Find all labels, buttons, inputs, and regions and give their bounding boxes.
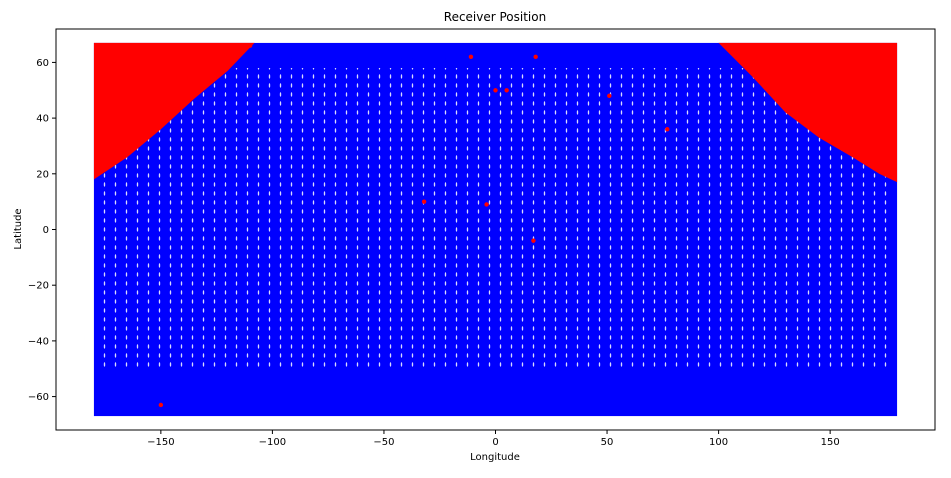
y-tick-label: 40 [36,114,49,125]
red-point [665,127,670,132]
x-tick-label: 150 [821,437,840,448]
series-red-region [718,42,898,183]
y-tick-label: −40 [28,336,49,347]
x-axis-label: Longitude [470,452,520,463]
x-tick-label: −100 [259,437,286,448]
x-tick-label: 100 [709,437,728,448]
y-tick-label: 60 [36,58,49,69]
scatter-series [93,42,898,417]
y-axis-label: Latitude [13,208,24,249]
x-tick-label: −150 [147,437,174,448]
y-tick-label: 20 [36,169,49,180]
red-point [607,93,612,99]
y-tick-label: −60 [28,392,49,403]
red-point [247,43,253,48]
red-point [493,88,498,93]
red-point [531,238,536,243]
chart-title: Receiver Position [444,10,546,24]
series-blue-gaps [99,67,892,369]
red-point [484,202,489,207]
series-red-region [93,42,255,180]
y-tick-label: −20 [28,281,49,292]
x-tick-label: 50 [601,437,614,448]
plot-area [93,42,898,417]
red-point [232,54,237,60]
red-point [533,54,538,60]
red-point [468,54,474,60]
red-point [504,88,509,93]
red-point [158,402,164,408]
x-tick-label: 0 [492,437,498,448]
red-point [421,199,427,204]
axes: −150 −100 −50 0 50 100 150 −60 −40 −20 0 20 40 60 [28,28,936,448]
y-tick-label: 0 [43,225,49,236]
x-tick-label: −50 [373,437,394,448]
